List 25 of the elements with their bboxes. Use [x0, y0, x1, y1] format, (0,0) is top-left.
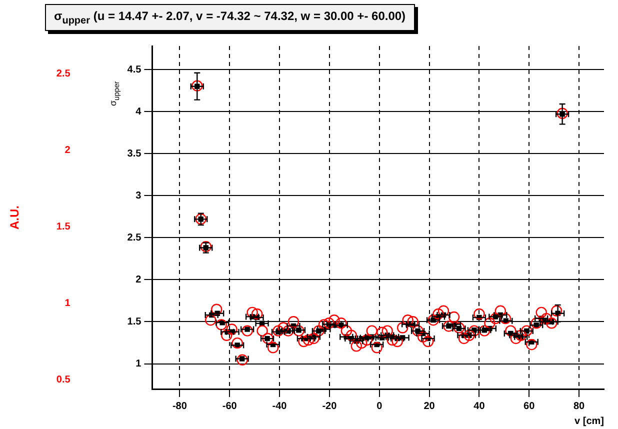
x-tick-label: -60	[222, 400, 238, 412]
y2-tick-label: 2.5	[56, 68, 71, 80]
y-tick-label: 3.5	[127, 148, 142, 160]
y-tick-label: 2.5	[127, 232, 142, 244]
y-tick-label: 2	[136, 274, 142, 286]
y2-axis-title: A.U.	[8, 206, 22, 230]
y-tick-label: 1	[136, 358, 142, 370]
y-tick-label: 1.5	[127, 316, 142, 328]
y-tick-label: 4.5	[127, 64, 142, 76]
x-tick-label: 20	[424, 400, 436, 412]
y2-tick-label: 1.5	[56, 221, 71, 232]
y2-tick-label: 1	[64, 298, 71, 309]
y-tick-label: 3	[136, 190, 142, 202]
x-tick-label: 80	[573, 400, 586, 412]
y-tick-label: 4	[136, 106, 142, 118]
x-tick-label: -80	[172, 400, 188, 412]
y2-tick-label: 2	[64, 144, 71, 156]
x-tick-label: -40	[272, 400, 288, 412]
x-tick-label: 0	[376, 400, 383, 412]
x-tick-label: -20	[322, 400, 338, 412]
x-axis-title: v [cm]	[574, 416, 604, 427]
y2-tick-label: 0.5	[56, 374, 71, 386]
chart-title: σ$_{upper}$ (u = 14.47 +- 2.07, v = -74.32 ~ 74.32, w = 30.00 +- 60.00)	[45, 4, 415, 32]
x-tick-label: 40	[474, 400, 486, 412]
x-tick-label: 60	[524, 400, 536, 412]
